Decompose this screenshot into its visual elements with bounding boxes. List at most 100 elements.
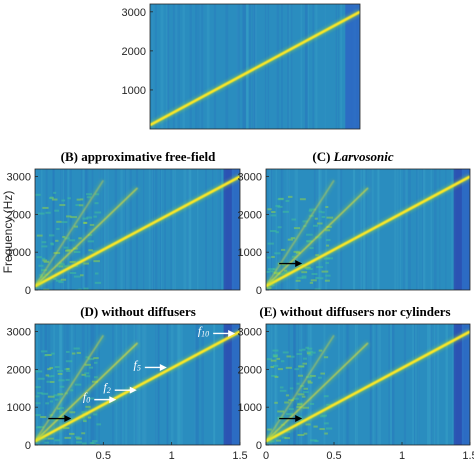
harmonic-blob — [321, 414, 328, 417]
texture-streak — [417, 324, 420, 445]
texture-streak — [324, 4, 326, 129]
harmonic-blob — [65, 378, 70, 381]
texture-streak — [189, 4, 192, 129]
harmonic-blob — [297, 403, 303, 406]
harmonic-blob — [93, 215, 97, 218]
harmonic-blob — [282, 210, 289, 213]
harmonic-blob — [56, 220, 62, 223]
texture-streak — [201, 324, 204, 445]
harmonic-blob — [35, 414, 41, 417]
harmonic-blob — [285, 199, 290, 202]
harmonic-blob — [44, 354, 48, 357]
harmonic-blob — [274, 401, 278, 404]
texture-streak — [246, 4, 250, 129]
texture-streak — [353, 169, 356, 290]
harmonic-blob — [66, 370, 71, 373]
y-tick-label: 2000 — [238, 209, 262, 221]
texture-streak — [275, 169, 278, 290]
harmonic-blob — [80, 198, 84, 201]
harmonic-blob — [321, 211, 325, 214]
harmonic-blob — [284, 269, 288, 272]
y-tick-label: 3000 — [122, 7, 146, 19]
harmonic-blob — [308, 353, 313, 356]
texture-streak — [439, 169, 441, 290]
harmonic-blob — [309, 247, 314, 250]
texture-streak — [170, 169, 172, 290]
texture-streak — [172, 4, 175, 129]
ridge-line — [35, 334, 105, 442]
harmonic-blob — [303, 357, 307, 360]
texture-streak — [305, 4, 309, 129]
harmonic-blob — [89, 223, 95, 226]
texture-streak — [316, 169, 319, 290]
panel-c-title: (C) Larvosonic — [312, 149, 393, 164]
texture-streak — [98, 324, 100, 445]
harmonic-blob — [314, 217, 318, 220]
texture-streak — [300, 4, 303, 129]
harmonic-blob — [323, 356, 329, 359]
panel-e-title: (E) without diffusers nor cylinders — [259, 304, 450, 319]
texture-streak — [346, 324, 348, 445]
texture-streak — [155, 324, 158, 445]
harmonic-blob — [295, 279, 301, 282]
harmonic-blob — [313, 425, 318, 428]
harmonic-blob — [275, 204, 281, 207]
texture-streak — [148, 169, 151, 290]
harmonic-blob — [287, 238, 293, 241]
panel-frame — [34, 323, 241, 446]
y-tick-label: 1000 — [238, 247, 262, 259]
harmonic-blob — [309, 281, 314, 284]
white-arrow-head — [129, 386, 137, 394]
texture-streak — [177, 324, 181, 445]
harmonic-blob — [70, 389, 74, 392]
texture-streak — [53, 324, 55, 445]
harmonic-blob — [271, 374, 278, 377]
harmonic-blob — [41, 392, 49, 395]
harmonic-blob — [266, 287, 272, 290]
harmonic-blob — [304, 266, 311, 269]
harmonic-blob — [314, 440, 319, 443]
harmonic-blob — [298, 365, 305, 368]
harmonic-blob — [267, 428, 272, 431]
harmonic-blob — [92, 440, 98, 443]
texture-streak — [199, 4, 201, 129]
harmonic-blob — [301, 275, 307, 278]
harmonic-label: f5 — [133, 357, 140, 372]
harmonic-blob — [284, 437, 290, 440]
texture-streak — [98, 169, 101, 290]
texture-streak — [359, 169, 362, 290]
y-tick-label: 2000 — [7, 364, 31, 376]
texture-streak — [280, 169, 282, 290]
harmonic-blob — [80, 274, 84, 277]
texture-streak — [267, 169, 270, 290]
ridge-line — [150, 10, 360, 127]
texture-streak — [418, 324, 420, 445]
texture-streak — [180, 324, 183, 445]
harmonic-blob — [317, 222, 323, 225]
texture-streak — [414, 324, 417, 445]
harmonic-blob — [58, 281, 64, 284]
texture-streak — [40, 169, 43, 290]
harmonic-blob — [274, 375, 279, 378]
harmonic-blob — [63, 265, 70, 268]
harmonic-blob — [276, 439, 282, 442]
panel-frame — [34, 168, 241, 291]
texture-streak — [337, 169, 340, 290]
texture-streak — [195, 4, 198, 129]
texture-streak — [452, 324, 455, 445]
harmonic-blob — [303, 432, 308, 435]
harmonic-blob — [73, 251, 81, 254]
panel-image — [266, 169, 470, 290]
harmonic-blob — [94, 202, 99, 205]
harmonic-label-subscript: 10 — [201, 329, 209, 338]
texture-streak — [167, 4, 170, 129]
texture-streak — [286, 169, 290, 290]
texture-streak — [270, 324, 273, 445]
harmonic-blob — [281, 436, 287, 439]
texture-streak — [446, 324, 448, 445]
panel-c-plot: 0 1000 2000 3000 — [238, 168, 471, 297]
harmonic-blob — [270, 359, 277, 362]
ridge-line — [35, 179, 105, 287]
harmonic-blob — [45, 402, 50, 405]
